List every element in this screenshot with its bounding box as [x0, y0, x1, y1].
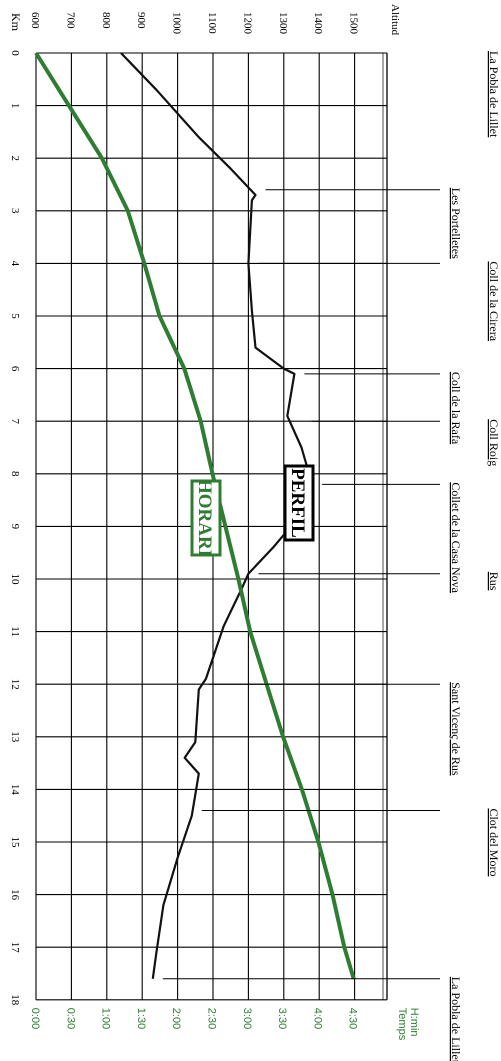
km-tick-label: 6 — [9, 366, 21, 372]
waypoint-label: Sant Vicenç de Rus — [449, 682, 463, 776]
altitude-tick-label: 800 — [100, 12, 112, 29]
km-tick-label: 15 — [9, 837, 21, 849]
time-tick-label: 2:30 — [206, 1008, 218, 1029]
waypoint-label: Collet de la Casa Nova — [449, 482, 463, 593]
km-tick-label: 8 — [9, 471, 21, 477]
km-tick-label: 17 — [9, 942, 21, 954]
km-tick-label: 4 — [9, 261, 21, 267]
time-tick-label: 2:00 — [170, 1008, 182, 1029]
km-tick-label: 10 — [9, 574, 21, 586]
altitude-tick-label: 1400 — [312, 12, 324, 35]
km-tick-label: 3 — [9, 208, 21, 214]
km-tick-label: 16 — [9, 889, 21, 901]
km-tick-label: 5 — [9, 313, 21, 319]
waypoint-label: Clot del Moro — [487, 808, 501, 876]
series-label-perfil: PERFIL — [283, 464, 315, 542]
time-tick-label: 4:00 — [311, 1008, 323, 1029]
waypoint-label: Coll de la Cirera — [487, 261, 501, 341]
altitude-tick-label: 700 — [64, 12, 76, 29]
altitude-tick-label: 1000 — [171, 12, 183, 35]
km-tick-label: 13 — [9, 731, 21, 743]
series-label-horari: HORARI — [190, 479, 222, 557]
km-tick-label: 2 — [9, 155, 21, 161]
altitude-tick-label: 1100 — [206, 12, 218, 34]
altitude-tick-label: 1200 — [241, 12, 253, 35]
series-label-horari-text: HORARI — [194, 479, 215, 557]
time-tick-label: 3:30 — [276, 1008, 288, 1029]
labels: PERFIL HORARI La Pobla de Lillet Les Portel… — [162, 51, 501, 1061]
km-tick-label: 0 — [9, 50, 21, 56]
km-tick-label: 12 — [9, 679, 21, 690]
km-tick-label: 7 — [9, 418, 21, 424]
time-tick-label: 3:00 — [241, 1008, 253, 1029]
time-tick-label: 1:30 — [135, 1008, 147, 1029]
waypoint-label: Les Portelletes — [449, 188, 463, 259]
waypoint-label: Rus — [487, 572, 501, 591]
series-label-horari-box — [190, 479, 222, 557]
km-tick-label: 14 — [9, 784, 21, 796]
time-tick-label: 4:30 — [347, 1008, 359, 1029]
series-label-perfil-text: PERFIL — [287, 468, 308, 538]
km-tick-label: 11 — [9, 626, 21, 637]
time-tick-label: 1:00 — [100, 1008, 112, 1029]
km-axis-label: Km — [9, 13, 23, 32]
time-axis-label: Temps — [396, 1008, 408, 1041]
waypoint-label: Coll Roig — [487, 419, 501, 466]
waypoint-label: La Pobla de Lillet — [487, 51, 501, 138]
waypoint-label: La Pobla de Lillet — [449, 977, 463, 1061]
km-tick-label: 18 — [9, 994, 21, 1006]
waypoint-label: Coll de la Rafa — [449, 372, 463, 445]
altitude-tick-label: 600 — [29, 12, 41, 29]
altitude-axis-label: Altitud — [389, 4, 401, 36]
altitude-tick-label: 1500 — [348, 12, 360, 35]
time-tick-label: 0:00 — [29, 1008, 41, 1029]
horari-line — [34, 51, 356, 980]
altitude-tick-label: 900 — [135, 12, 147, 29]
km-tick-label: 9 — [9, 524, 21, 530]
altitude-tick-label: 1300 — [277, 12, 289, 35]
series-label-perfil-box — [283, 464, 315, 542]
time-tick-label: 0:30 — [64, 1008, 76, 1029]
time-axis-label: H:min — [408, 1008, 420, 1037]
km-tick-label: 1 — [9, 103, 21, 109]
